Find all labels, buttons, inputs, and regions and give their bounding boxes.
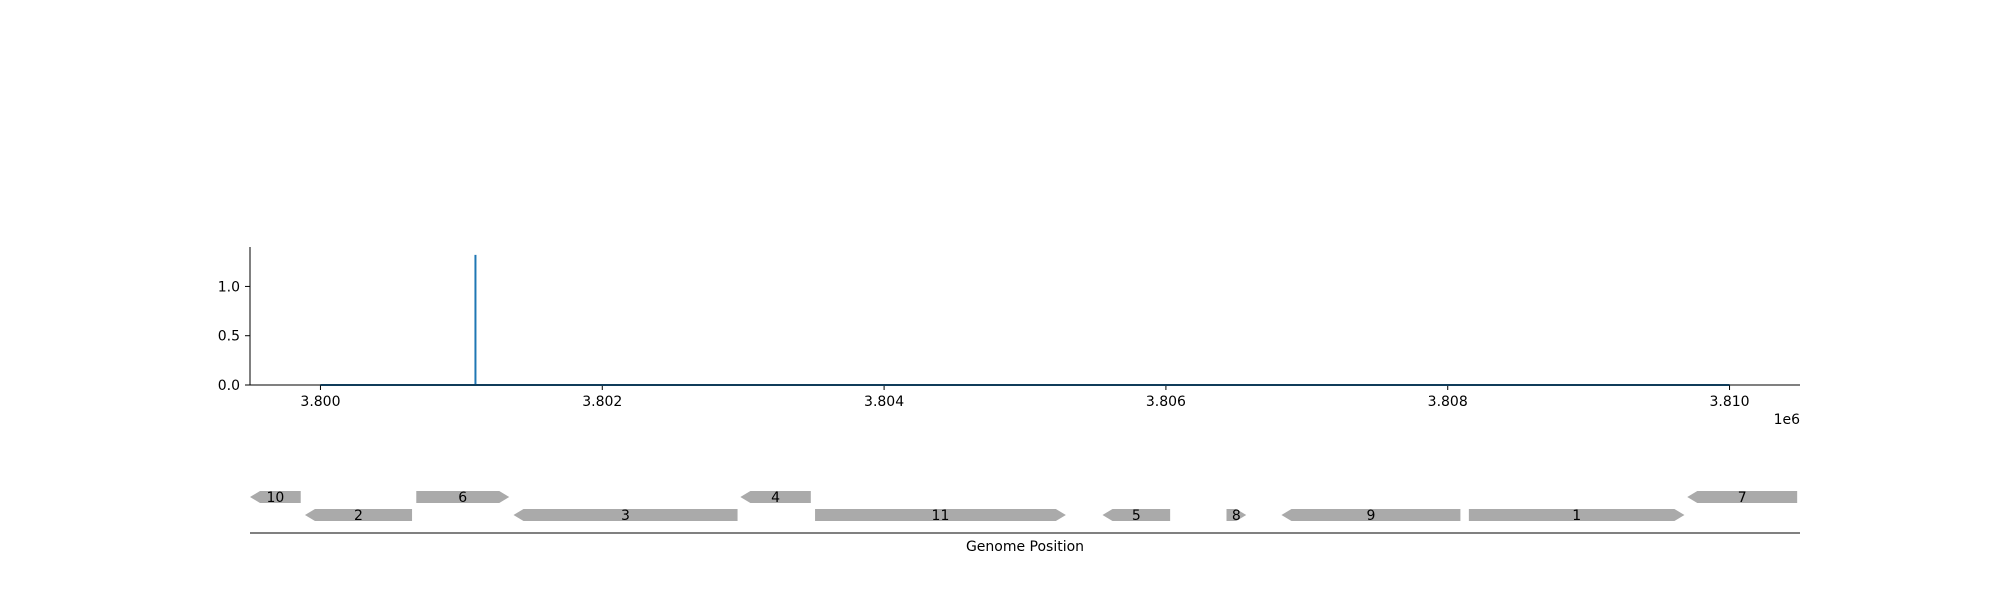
gene-label: 1 [1572,508,1581,524]
x-axis-label: Genome Position [966,539,1084,555]
gene-feature: 4 [740,490,811,506]
gene-feature: 1 [1468,508,1685,524]
x-tick-label: 3.806 [1146,394,1186,410]
gene-feature: 9 [1281,508,1461,524]
gene-label: 5 [1132,508,1141,524]
gene-arrow [815,509,1066,521]
gene-track: 10 2 6 3 4 11 5 8 9 1 7 Genome Position [250,490,1800,555]
y-tick-label: 0.0 [218,378,240,394]
gene-feature: 8 [1226,508,1247,524]
gene-label: 7 [1738,490,1747,506]
gene-label: 4 [771,490,780,506]
gene-label: 3 [621,508,630,524]
gene-label: 9 [1366,508,1375,524]
gene-arrow [1687,491,1798,503]
gene-arrow [1226,509,1247,521]
y-tick-label: 0.5 [218,329,240,345]
y-tick-label: 1.0 [218,279,240,295]
gene-label: 2 [354,508,363,524]
gene-feature: 5 [1102,508,1171,524]
y-ticks: 0.0 0.5 1.0 [218,279,250,394]
gene-arrow [416,491,510,503]
gene-arrow [513,509,738,521]
gene-arrow [1281,509,1461,521]
x-ticks: 3.800 3.802 3.804 3.806 3.808 3.810 [300,385,1750,410]
gene-arrow [304,509,413,521]
gene-feature: 7 [1687,490,1798,506]
genes-layer: 10 2 6 3 4 11 5 8 9 1 7 [250,490,1798,524]
gene-arrow [1102,509,1171,521]
gene-feature: 3 [513,508,738,524]
gene-arrow [1468,509,1685,521]
x-tick-label: 3.808 [1428,394,1468,410]
coverage-plot: 3.800 3.802 3.804 3.806 3.808 3.810 0.0 0.5 1.0… [218,247,1800,428]
gene-feature: 2 [304,508,413,524]
x-tick-label: 3.810 [1709,394,1749,410]
gene-label: 10 [266,490,284,506]
x-offset-label: 1e6 [1774,412,1801,428]
gene-label: 11 [932,508,950,524]
x-tick-label: 3.802 [582,394,622,410]
x-tick-label: 3.800 [300,394,340,410]
gene-arrow [740,491,811,503]
gene-label: 6 [458,490,467,506]
gene-feature: 6 [416,490,510,506]
x-tick-label: 3.804 [864,394,904,410]
gene-label: 8 [1232,508,1241,524]
gene-feature: 10 [250,490,301,506]
gene-arrow [250,491,301,503]
gene-feature: 11 [815,508,1066,524]
